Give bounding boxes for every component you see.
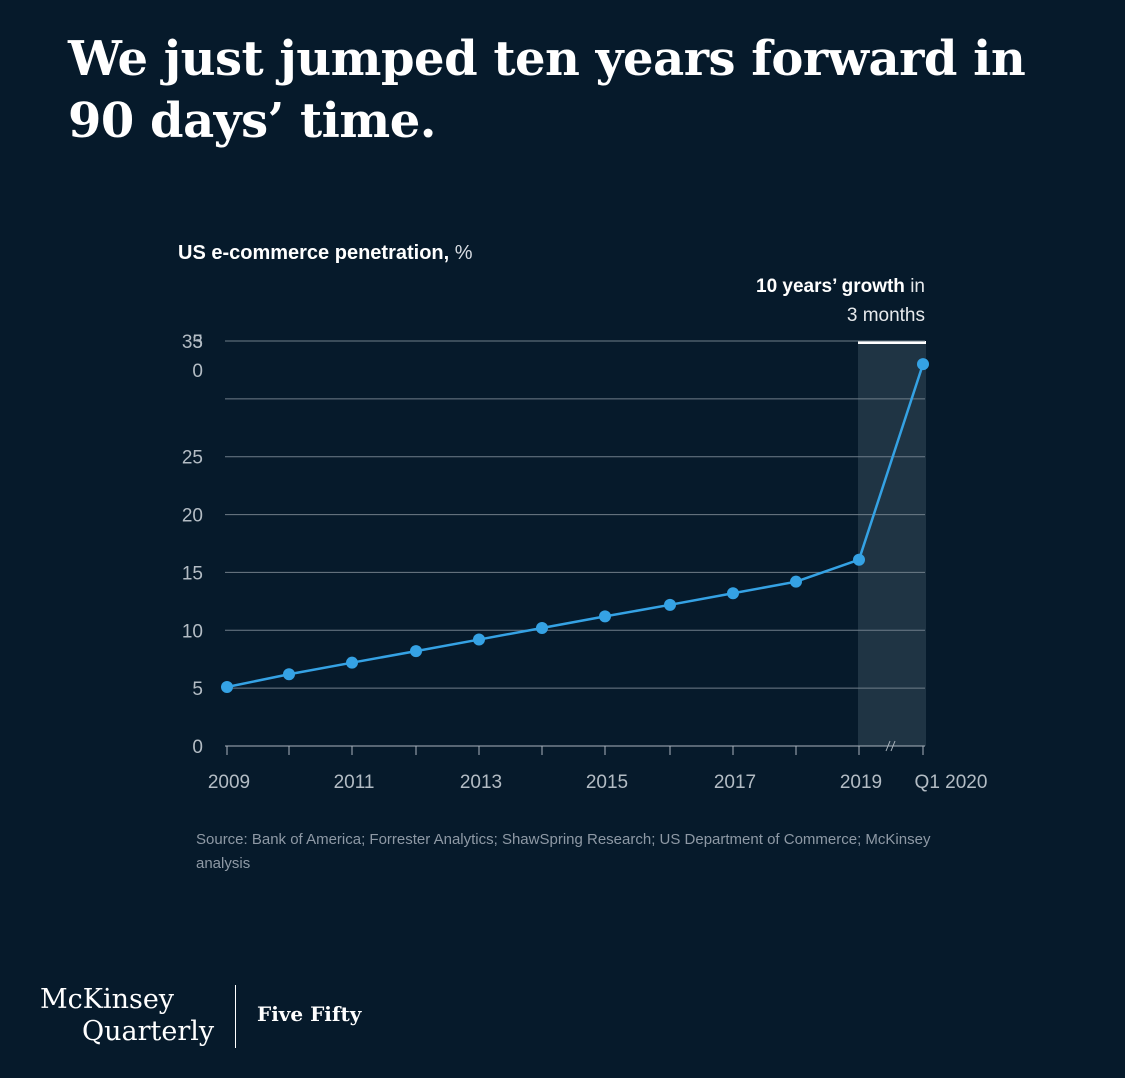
data-point bbox=[599, 610, 611, 623]
growth-annotation-line1: 10 years’ growth in bbox=[756, 272, 925, 301]
y-tick-label: 5 bbox=[192, 679, 203, 700]
series-name: Five Fifty bbox=[257, 1002, 362, 1026]
chart-subtitle: US e-commerce penetration, % bbox=[178, 242, 473, 265]
data-point bbox=[473, 633, 485, 646]
data-point bbox=[536, 621, 548, 634]
data-point bbox=[346, 656, 358, 669]
growth-annotation-bold: 10 years’ growth bbox=[756, 276, 905, 297]
series-line bbox=[226, 363, 925, 689]
data-point bbox=[221, 680, 233, 693]
y-tick-label: 0 bbox=[192, 737, 203, 758]
y-tick-label: 35 bbox=[182, 332, 203, 353]
axis-break bbox=[890, 740, 896, 752]
source-note: Source: Bank of America; Forrester Analy… bbox=[196, 831, 931, 872]
x-tick-label: 2015 bbox=[586, 772, 628, 793]
headline: We just jumped ten years forward in 90 d… bbox=[68, 31, 1026, 149]
x-tick-label: 2011 bbox=[334, 772, 375, 793]
chart-subtitle-unit: % bbox=[454, 242, 473, 264]
y-tick-label: 25 bbox=[182, 448, 203, 469]
axis-break bbox=[885, 740, 891, 752]
x-tick-label: 2017 bbox=[714, 772, 756, 793]
footer-divider bbox=[235, 985, 236, 1048]
data-point bbox=[790, 575, 802, 588]
x-tick-label: Q1 2020 bbox=[915, 772, 988, 793]
growth-annotation-in: in bbox=[910, 276, 925, 297]
data-point bbox=[664, 598, 676, 611]
brand-line-1: McKinsey bbox=[40, 984, 175, 1015]
y-tick-label-part: 3 bbox=[192, 332, 203, 353]
brand-line-2: Quarterly bbox=[82, 1016, 215, 1047]
growth-annotation-line2: 3 months bbox=[846, 305, 925, 326]
x-tick-label: 2009 bbox=[208, 772, 250, 793]
data-point bbox=[853, 553, 865, 566]
data-point bbox=[410, 645, 422, 658]
mckinsey-quarterly-logo: McKinsey Quarterly bbox=[40, 984, 214, 1048]
highlight-band bbox=[858, 341, 926, 746]
x-tick-label: 2013 bbox=[460, 772, 502, 793]
data-point bbox=[727, 587, 739, 600]
x-tick-label: 2019 bbox=[840, 772, 882, 793]
y-tick-label-part: 0 bbox=[192, 361, 203, 382]
chart-subtitle-main: US e-commerce penetration, bbox=[178, 242, 450, 264]
y-tick-label: 20 bbox=[182, 506, 203, 527]
y-tick-label: 15 bbox=[182, 563, 203, 584]
data-point bbox=[917, 358, 929, 371]
y-tick-label: 10 bbox=[182, 621, 203, 642]
data-point bbox=[283, 668, 295, 681]
growth-annotation: 10 years’ growth in 3 months bbox=[756, 272, 925, 330]
